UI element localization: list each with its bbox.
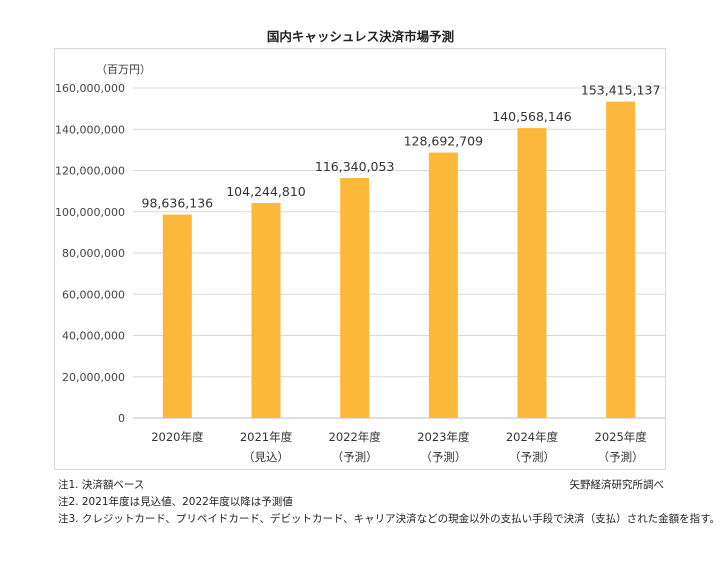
x-tick-sublabel: （予測） — [332, 450, 378, 464]
data-label: 153,415,137 — [581, 83, 661, 98]
data-label: 98,636,136 — [142, 196, 214, 211]
footnote-2: 注2. 2021年度は見込値、2022年度以降は予測値 — [58, 496, 293, 508]
y-axis-unit-label: （百万円） — [96, 63, 151, 76]
chart-title: 国内キャッシュレス決済市場予測 — [266, 29, 455, 44]
y-tick-label: 0 — [118, 412, 125, 425]
x-tick-label: 2024年度 — [506, 430, 559, 444]
footnote-3: 注3. クレジットカード、プリペイドカード、デビットカード、キャリア決済などの現… — [58, 513, 721, 525]
bar — [251, 202, 281, 418]
data-label: 116,340,053 — [315, 159, 395, 174]
data-label: 104,244,810 — [226, 184, 306, 199]
y-tick-label: 20,000,000 — [62, 371, 125, 384]
x-tick-sublabel: （予測） — [420, 450, 466, 464]
data-label: 128,692,709 — [404, 134, 484, 149]
y-tick-label: 60,000,000 — [62, 288, 125, 301]
x-tick-label: 2022年度 — [329, 430, 382, 444]
bar — [428, 152, 458, 418]
x-tick-label: 2020年度 — [151, 430, 204, 444]
y-tick-label: 40,000,000 — [62, 330, 125, 343]
y-tick-label: 140,000,000 — [55, 123, 125, 136]
bar — [162, 214, 192, 418]
x-tick-sublabel: （予測） — [598, 450, 644, 464]
x-tick-sublabel: （予測） — [509, 450, 555, 464]
x-tick-sublabel: （見込） — [243, 450, 289, 464]
bar — [606, 101, 636, 418]
x-tick-label: 2021年度 — [240, 430, 293, 444]
y-tick-label: 100,000,000 — [55, 206, 125, 219]
y-tick-label: 160,000,000 — [55, 82, 125, 95]
footnote-1: 注1. 決済額ベース — [58, 479, 145, 491]
footnotes: 注1. 決済額ベース 注2. 2021年度は見込値、2022年度以降は予測値 注… — [58, 477, 720, 528]
x-tick-label: 2023年度 — [417, 430, 470, 444]
y-tick-label: 80,000,000 — [62, 247, 125, 260]
chart-frame — [54, 48, 666, 470]
source-note: 矢野経済研究所調べ — [569, 479, 665, 491]
bar — [517, 128, 547, 419]
x-tick-label: 2025年度 — [595, 430, 648, 444]
y-tick-label: 120,000,000 — [55, 165, 125, 178]
data-label: 140,568,146 — [492, 109, 572, 124]
bar — [340, 178, 370, 418]
bar-chart: 0 20,000,000 40,000,000 60,000,000 80,000,00… — [55, 63, 665, 464]
